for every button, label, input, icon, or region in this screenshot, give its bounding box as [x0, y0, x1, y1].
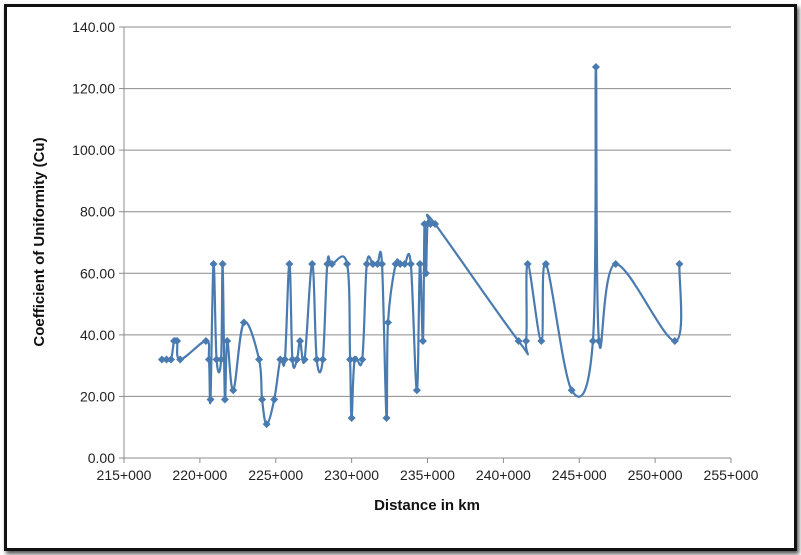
data-point	[318, 355, 327, 364]
data-point	[347, 413, 356, 422]
data-point	[594, 337, 603, 346]
y-tick-label: 0.00	[88, 450, 115, 466]
data-point	[327, 260, 336, 269]
data-point	[382, 413, 391, 422]
data-point	[217, 355, 226, 364]
data-point	[343, 260, 352, 269]
data-point	[415, 260, 424, 269]
x-axis-label: Distance in km	[374, 497, 480, 514]
data-point	[173, 337, 182, 346]
data-point	[239, 318, 248, 327]
y-tick-label: 140.00	[72, 19, 115, 35]
y-tick-label: 100.00	[72, 142, 115, 158]
y-tick-label: 20.00	[80, 388, 115, 404]
data-point	[280, 355, 289, 364]
data-point	[522, 337, 531, 346]
data-point	[285, 260, 294, 269]
data-point	[591, 63, 600, 72]
data-point	[209, 260, 218, 269]
y-tick-label: 40.00	[80, 327, 115, 343]
data-point	[421, 269, 430, 278]
chart-frame	[4, 4, 797, 551]
data-point	[296, 337, 305, 346]
data-point	[358, 355, 367, 364]
data-point	[431, 220, 440, 229]
data-point	[312, 355, 321, 364]
data-point	[400, 260, 409, 269]
x-tick-label: 230+000	[324, 467, 379, 483]
data-point	[229, 386, 238, 395]
x-tick-label: 225+000	[248, 467, 303, 483]
x-tick-label: 245+000	[552, 467, 607, 483]
data-series	[157, 63, 684, 429]
data-point	[384, 318, 393, 327]
data-point	[201, 337, 210, 346]
data-point	[255, 355, 264, 364]
y-tick-label: 120.00	[72, 81, 115, 97]
data-point	[588, 337, 597, 346]
x-tick-label: 215+000	[97, 467, 152, 483]
data-point	[218, 260, 227, 269]
data-point	[323, 260, 332, 269]
data-point	[157, 355, 166, 364]
data-point	[262, 420, 271, 429]
data-point	[362, 260, 371, 269]
data-point	[167, 355, 176, 364]
x-tick-label: 250+000	[628, 467, 683, 483]
data-point	[346, 355, 355, 364]
data-point	[308, 260, 317, 269]
x-tick-labels: 215+000 220+000 225+000 230+000 235+000 240+0…	[97, 467, 759, 483]
data-point	[675, 260, 684, 269]
x-tick-label: 240+000	[476, 467, 531, 483]
data-point	[611, 260, 620, 269]
x-tick-label: 235+000	[400, 467, 455, 483]
data-point	[162, 355, 171, 364]
y-tick-labels: 0.00 20.00 40.00 60.00 80.00 100.00 120.00 140.…	[72, 19, 115, 466]
data-point	[523, 260, 532, 269]
data-point	[670, 337, 679, 346]
data-point	[377, 260, 386, 269]
data-point	[176, 355, 185, 364]
x-tick-label: 220+000	[172, 467, 227, 483]
data-point	[368, 260, 377, 269]
data-point	[406, 260, 415, 269]
data-point	[300, 355, 309, 364]
data-point	[537, 337, 546, 346]
y-axis-label: Coefficient of Uniformity (Cu)	[31, 137, 48, 346]
data-point	[514, 337, 523, 346]
data-point	[567, 386, 576, 395]
data-point	[223, 337, 232, 346]
data-point	[258, 395, 267, 404]
data-point	[373, 260, 382, 269]
data-point	[426, 220, 435, 229]
data-point	[206, 395, 215, 404]
data-point	[418, 337, 427, 346]
data-point	[412, 386, 421, 395]
series-line	[161, 65, 683, 426]
data-point	[220, 395, 229, 404]
data-point	[396, 260, 405, 269]
data-point	[270, 395, 279, 404]
x-tick-label: 255+000	[704, 467, 759, 483]
data-point	[292, 355, 301, 364]
data-point	[391, 260, 400, 269]
data-point	[212, 355, 221, 364]
data-point	[288, 355, 297, 364]
data-point	[350, 355, 359, 364]
y-tick-label: 60.00	[80, 265, 115, 281]
data-point	[541, 260, 550, 269]
data-point	[204, 355, 213, 364]
data-point	[276, 355, 285, 364]
y-tick-label: 80.00	[80, 204, 115, 220]
axes	[119, 26, 732, 463]
